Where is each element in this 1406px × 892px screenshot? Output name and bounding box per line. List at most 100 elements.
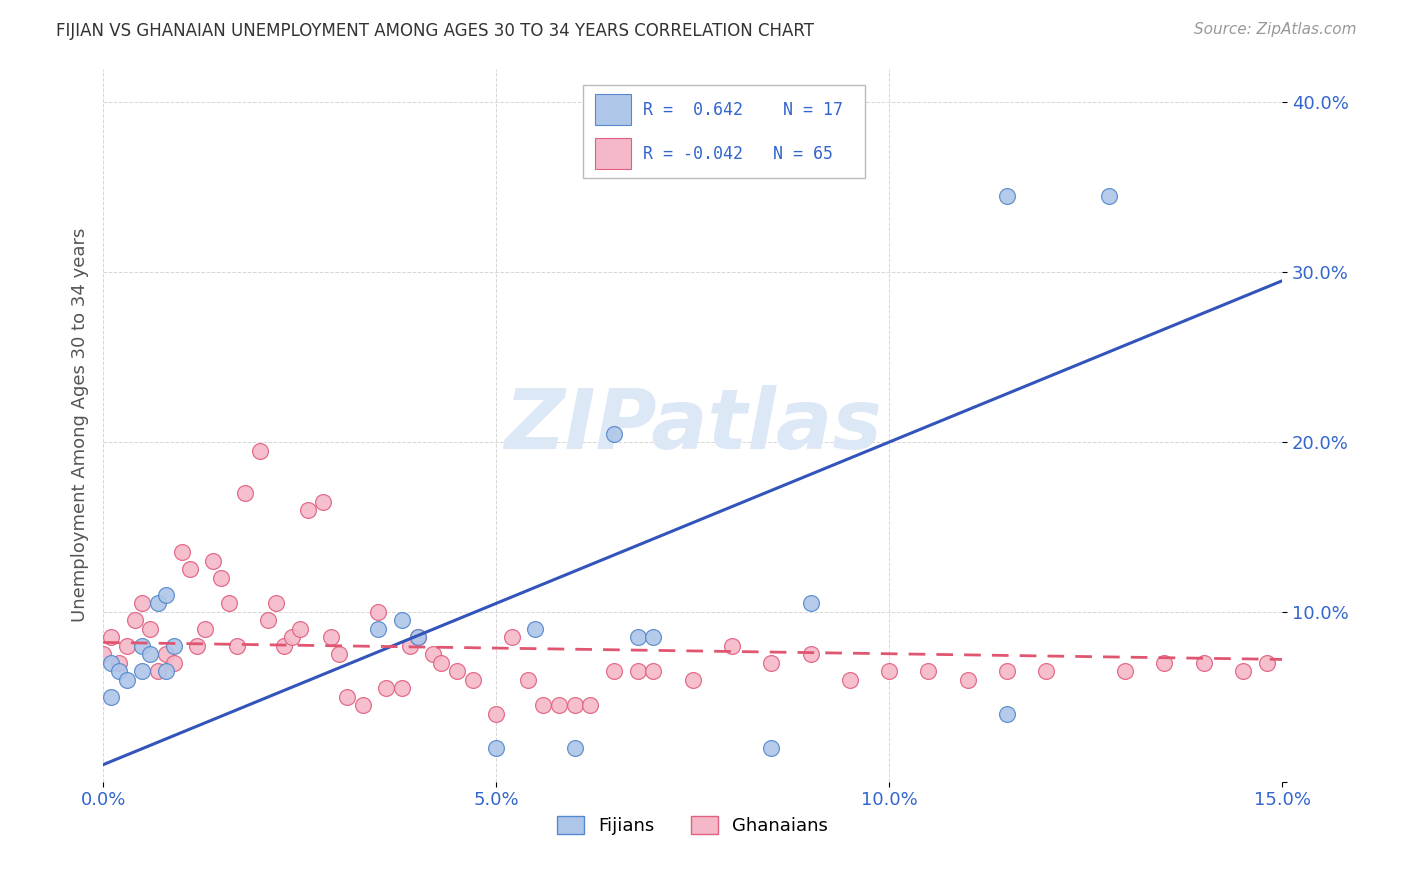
- Point: [627, 665, 650, 679]
- Point: [352, 698, 374, 713]
- Point: [375, 681, 398, 696]
- Point: [194, 622, 217, 636]
- Point: [108, 656, 131, 670]
- Point: [877, 665, 900, 679]
- Point: [100, 690, 122, 704]
- Point: [367, 622, 389, 636]
- Point: [430, 656, 453, 670]
- Point: [297, 503, 319, 517]
- Point: [995, 189, 1018, 203]
- Y-axis label: Unemployment Among Ages 30 to 34 years: Unemployment Among Ages 30 to 34 years: [72, 227, 89, 623]
- Point: [131, 665, 153, 679]
- Point: [319, 631, 342, 645]
- Point: [485, 706, 508, 721]
- Point: [422, 648, 444, 662]
- FancyBboxPatch shape: [583, 85, 865, 178]
- Point: [328, 648, 350, 662]
- Point: [461, 673, 484, 687]
- Text: R =  0.642    N = 17: R = 0.642 N = 17: [643, 101, 842, 119]
- Point: [1098, 189, 1121, 203]
- Text: Source: ZipAtlas.com: Source: ZipAtlas.com: [1194, 22, 1357, 37]
- Point: [995, 706, 1018, 721]
- Point: [838, 673, 860, 687]
- Point: [995, 665, 1018, 679]
- Point: [1114, 665, 1136, 679]
- Point: [155, 648, 177, 662]
- Point: [163, 639, 186, 653]
- Point: [131, 639, 153, 653]
- Point: [249, 443, 271, 458]
- Point: [100, 631, 122, 645]
- Text: FIJIAN VS GHANAIAN UNEMPLOYMENT AMONG AGES 30 TO 34 YEARS CORRELATION CHART: FIJIAN VS GHANAIAN UNEMPLOYMENT AMONG AG…: [56, 22, 814, 40]
- Legend: Fijians, Ghanaians: Fijians, Ghanaians: [548, 806, 838, 844]
- Point: [288, 622, 311, 636]
- Point: [186, 639, 208, 653]
- Point: [406, 631, 429, 645]
- Point: [367, 605, 389, 619]
- Point: [564, 740, 586, 755]
- Text: R = -0.042   N = 65: R = -0.042 N = 65: [643, 145, 832, 162]
- Bar: [595, 95, 631, 125]
- Point: [100, 656, 122, 670]
- Point: [761, 656, 783, 670]
- Point: [233, 486, 256, 500]
- Point: [264, 596, 287, 610]
- Point: [800, 648, 823, 662]
- Point: [124, 613, 146, 627]
- Point: [179, 562, 201, 576]
- Point: [1035, 665, 1057, 679]
- Point: [485, 740, 508, 755]
- Point: [643, 631, 665, 645]
- Point: [406, 631, 429, 645]
- Point: [391, 613, 413, 627]
- Point: [564, 698, 586, 713]
- Point: [1232, 665, 1254, 679]
- Point: [146, 596, 169, 610]
- Point: [761, 740, 783, 755]
- Point: [108, 665, 131, 679]
- Point: [917, 665, 939, 679]
- Point: [131, 596, 153, 610]
- Point: [170, 545, 193, 559]
- Bar: [595, 138, 631, 169]
- Point: [139, 648, 162, 662]
- Point: [398, 639, 420, 653]
- Point: [281, 631, 304, 645]
- Point: [446, 665, 468, 679]
- Point: [115, 639, 138, 653]
- Point: [1153, 656, 1175, 670]
- Point: [273, 639, 295, 653]
- Point: [1192, 656, 1215, 670]
- Point: [336, 690, 359, 704]
- Point: [800, 596, 823, 610]
- Point: [516, 673, 538, 687]
- Point: [139, 622, 162, 636]
- Point: [524, 622, 547, 636]
- Point: [579, 698, 602, 713]
- Point: [218, 596, 240, 610]
- Point: [155, 665, 177, 679]
- Point: [146, 665, 169, 679]
- Point: [643, 665, 665, 679]
- Point: [91, 648, 114, 662]
- Point: [257, 613, 280, 627]
- Point: [209, 571, 232, 585]
- Point: [531, 698, 554, 713]
- Point: [603, 665, 626, 679]
- Point: [391, 681, 413, 696]
- Point: [155, 588, 177, 602]
- Point: [115, 673, 138, 687]
- Point: [225, 639, 247, 653]
- Point: [1256, 656, 1278, 670]
- Point: [548, 698, 571, 713]
- Point: [627, 631, 650, 645]
- Point: [202, 554, 225, 568]
- Point: [603, 426, 626, 441]
- Point: [956, 673, 979, 687]
- Point: [721, 639, 744, 653]
- Point: [312, 494, 335, 508]
- Point: [163, 656, 186, 670]
- Text: ZIPatlas: ZIPatlas: [503, 384, 882, 466]
- Point: [682, 673, 704, 687]
- Point: [501, 631, 523, 645]
